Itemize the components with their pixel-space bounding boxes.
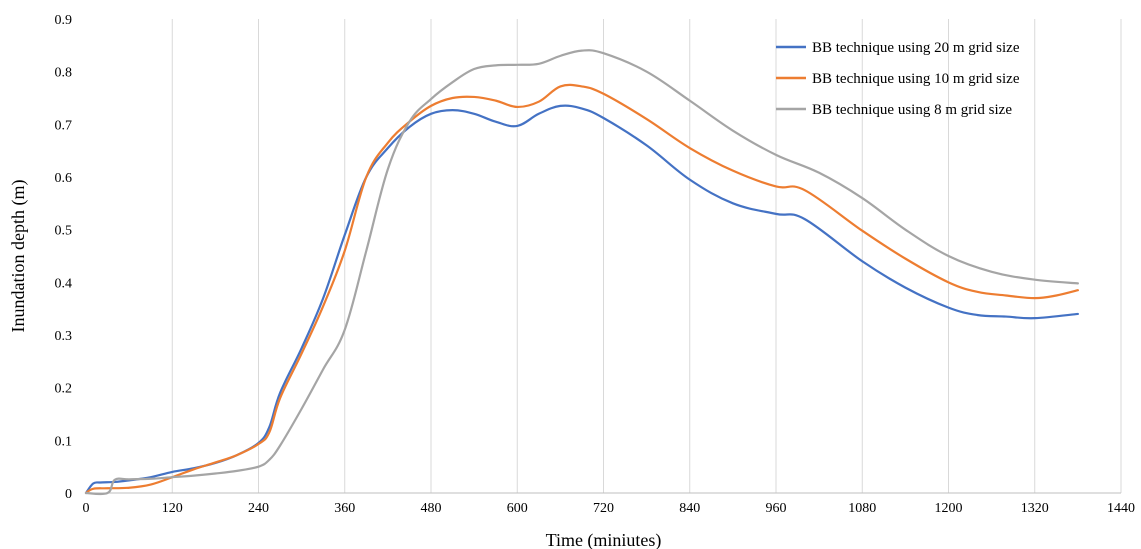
series-lines: [84, 49, 1079, 496]
x-tick-label: 480: [421, 501, 442, 516]
x-tick-label: 1320: [1021, 501, 1049, 516]
y-tick-label: 0.3: [55, 329, 73, 344]
series-line-2: [84, 83, 1079, 495]
y-tick-label: 0.8: [55, 66, 73, 81]
x-tick-label: 840: [679, 501, 700, 516]
legend-label-3: BB technique using 8 m grid size: [812, 102, 1012, 118]
y-tick-label: 0.7: [55, 118, 73, 133]
y-tick-label: 0.4: [55, 276, 73, 291]
x-tick-label: 600: [507, 501, 528, 516]
x-tick-label: 120: [162, 501, 183, 516]
series-line-1: [84, 104, 1079, 495]
legend-label-1: BB technique using 20 m grid size: [812, 40, 1020, 56]
y-tick-label: 0: [65, 487, 72, 502]
y-axis-ticks: 0 0.1 0.2 0.3 0.4 0.5 0.6 0.7 0.8 0.9: [55, 13, 73, 502]
series-line-3: [84, 49, 1079, 496]
x-tick-label: 1080: [848, 501, 876, 516]
y-tick-label: 0.6: [55, 171, 73, 186]
x-tick-label: 0: [83, 501, 90, 516]
x-tick-label: 1200: [935, 501, 963, 516]
y-axis-title: Inundation depth (m): [8, 180, 29, 333]
legend: BB technique using 20 m grid size BB tech…: [776, 40, 1020, 118]
x-axis-ticks: 0 120 240 360 480 600 720 840 960 1080 1200 1320 144…: [83, 501, 1136, 516]
x-tick-label: 240: [248, 501, 269, 516]
x-tick-label: 1440: [1107, 501, 1135, 516]
gridlines: [171, 19, 1122, 493]
legend-label-2: BB technique using 10 m grid size: [812, 71, 1020, 87]
x-tick-label: 720: [593, 501, 614, 516]
y-tick-label: 0.5: [55, 224, 73, 239]
x-axis-title: Time (miniutes): [546, 530, 662, 549]
x-tick-label: 960: [766, 501, 787, 516]
y-tick-label: 0.2: [55, 382, 73, 397]
y-tick-label: 0.9: [55, 13, 73, 28]
y-tick-label: 0.1: [55, 434, 73, 449]
x-tick-label: 360: [334, 501, 355, 516]
